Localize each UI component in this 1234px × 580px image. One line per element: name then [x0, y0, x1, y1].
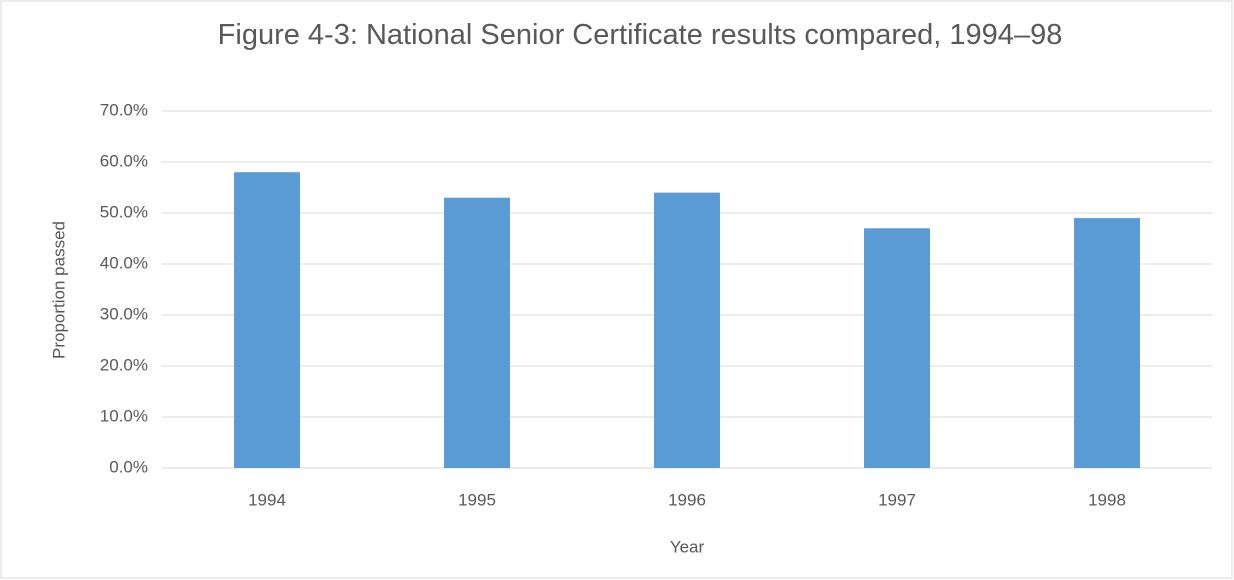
y-tick-label: 60.0%	[100, 151, 148, 170]
chart-title: Figure 4-3: National Senior Certificate …	[217, 19, 1063, 51]
bar	[234, 172, 300, 468]
y-axis-label: Proportion passed	[49, 221, 68, 359]
x-tick-label: 1995	[458, 490, 496, 509]
y-tick-label: 10.0%	[100, 406, 148, 425]
y-tick-label: 70.0%	[100, 100, 148, 119]
x-tick-label: 1998	[1088, 490, 1126, 509]
bar	[864, 228, 930, 468]
x-axis-label: Year	[670, 537, 705, 556]
y-tick-label: 50.0%	[100, 202, 148, 221]
bar	[444, 197, 510, 468]
y-tick-label: 0.0%	[109, 457, 148, 476]
x-tick-label: 1996	[668, 490, 706, 509]
x-tick-label: 1994	[248, 490, 286, 509]
bar	[654, 192, 720, 468]
y-tick-label: 20.0%	[100, 355, 148, 374]
x-tick-label: 1997	[878, 490, 916, 509]
y-tick-label: 30.0%	[100, 304, 148, 323]
y-tick-label: 40.0%	[100, 253, 148, 272]
bar	[1074, 218, 1140, 468]
